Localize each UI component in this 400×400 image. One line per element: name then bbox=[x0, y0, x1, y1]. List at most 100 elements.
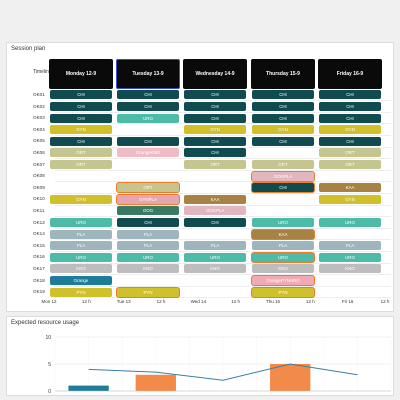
row-gridline bbox=[55, 192, 391, 194]
day-header-0[interactable]: Monday 12-9 bbox=[49, 59, 113, 89]
session-block[interactable]: URO bbox=[117, 113, 179, 123]
row-gridline bbox=[55, 216, 391, 218]
session-block[interactable]: URO bbox=[252, 217, 314, 227]
session-block[interactable]: GYN bbox=[50, 194, 112, 204]
session-block[interactable]: GYN bbox=[252, 125, 314, 135]
session-plan-panel: Session plan Timeline Monday 12-9 Tuesday… bbox=[6, 42, 394, 312]
session-block[interactable]: OOG bbox=[117, 206, 179, 216]
room-label-ok14: OK14 bbox=[33, 231, 45, 237]
session-block[interactable]: ORT bbox=[319, 148, 381, 158]
session-block[interactable]: URO bbox=[50, 217, 112, 227]
session-block[interactable]: KNO bbox=[252, 264, 314, 274]
session-block[interactable]: CHI bbox=[184, 113, 246, 123]
session-block[interactable]: URO bbox=[319, 217, 381, 227]
row-gridline bbox=[55, 262, 391, 264]
y-tick-label: 5 bbox=[48, 362, 51, 368]
session-block[interactable]: KNO bbox=[319, 264, 381, 274]
session-block[interactable]: KNO bbox=[184, 264, 246, 274]
day-header-4[interactable]: Friday 16-9 bbox=[318, 59, 382, 89]
usage-bar[interactable] bbox=[135, 374, 176, 391]
session-block[interactable]: CHI bbox=[252, 101, 314, 111]
session-block[interactable]: CHI bbox=[117, 136, 179, 146]
session-block[interactable]: PLA bbox=[117, 241, 179, 251]
session-block[interactable]: KAA bbox=[319, 183, 381, 193]
session-block[interactable]: ORT bbox=[50, 148, 112, 158]
row-gridline bbox=[55, 274, 391, 276]
session-block[interactable]: ORT bbox=[184, 159, 246, 169]
session-block[interactable]: CHI bbox=[184, 90, 246, 100]
usage-bar[interactable] bbox=[68, 385, 109, 391]
session-block[interactable]: CHI bbox=[117, 90, 179, 100]
room-label-ok17: OK17 bbox=[33, 266, 45, 271]
room-label-ok01: OK01 bbox=[33, 92, 45, 97]
axis-tick-label: Thu 15 bbox=[265, 299, 281, 304]
session-block[interactable]: GYN bbox=[50, 125, 112, 135]
session-block[interactable]: ORT bbox=[319, 159, 381, 169]
resource-usage-panel: Expected resource usage 0 5 10 bbox=[6, 316, 394, 396]
session-block[interactable]: CHI bbox=[117, 217, 179, 227]
day-header-2[interactable]: Wednesday 14-9 bbox=[183, 59, 247, 89]
day-header-1[interactable]: Tuesday 13-9 bbox=[116, 59, 180, 89]
session-block[interactable]: CHI bbox=[50, 136, 112, 146]
session-block[interactable]: PYN bbox=[252, 287, 314, 297]
session-block[interactable]: URO bbox=[117, 252, 179, 262]
session-block[interactable]: PLA bbox=[50, 241, 112, 251]
session-block[interactable]: CHI bbox=[50, 101, 112, 111]
row-gridline bbox=[55, 146, 391, 148]
session-block[interactable]: CHI bbox=[184, 101, 246, 111]
session-block[interactable]: CHI bbox=[252, 183, 314, 193]
session-block[interactable]: GYN bbox=[319, 194, 381, 204]
session-block[interactable]: PLA bbox=[319, 241, 381, 251]
room-label-ok16: OK16 bbox=[33, 254, 45, 260]
session-block[interactable]: OOGPLA bbox=[252, 171, 314, 181]
session-block[interactable]: PYN bbox=[117, 287, 179, 297]
session-block[interactable]: URO bbox=[252, 252, 314, 262]
session-block[interactable]: OrangeKNO bbox=[117, 148, 179, 158]
session-block[interactable]: CHI bbox=[184, 148, 246, 158]
session-block[interactable]: OrangePYNURO bbox=[252, 275, 314, 285]
usage-bar[interactable] bbox=[270, 364, 311, 391]
day-header-3[interactable]: Thursday 15-9 bbox=[251, 59, 315, 89]
session-block[interactable]: CHI bbox=[184, 217, 246, 227]
session-block[interactable]: PYN bbox=[50, 287, 112, 297]
session-block[interactable]: CHI bbox=[252, 90, 314, 100]
session-block[interactable]: CHI bbox=[319, 101, 381, 111]
session-block[interactable]: OOGPLA bbox=[184, 206, 246, 216]
axis-tick-label: Mon 12 bbox=[41, 299, 57, 304]
room-label-ok10: OK10 bbox=[33, 196, 45, 202]
session-block[interactable]: CHI bbox=[319, 90, 381, 100]
session-block[interactable]: ORT bbox=[117, 183, 179, 193]
session-block[interactable]: CHI bbox=[50, 90, 112, 100]
session-block[interactable]: KAA bbox=[184, 194, 246, 204]
y-tick-label: 10 bbox=[45, 335, 51, 341]
session-block[interactable]: CHI bbox=[50, 113, 112, 123]
session-block[interactable]: Orange bbox=[50, 275, 112, 285]
session-block[interactable]: PLA bbox=[184, 241, 246, 251]
session-block[interactable]: URO bbox=[319, 252, 381, 262]
session-block[interactable]: CHI bbox=[319, 113, 381, 123]
session-block[interactable]: ORT bbox=[50, 159, 112, 169]
session-block[interactable]: CHI bbox=[252, 136, 314, 146]
session-block[interactable]: CHI bbox=[319, 136, 381, 146]
session-block[interactable]: CHI bbox=[252, 113, 314, 123]
session-block[interactable]: GYNPLA bbox=[117, 194, 179, 204]
session-block[interactable]: KAA bbox=[252, 229, 314, 239]
session-block[interactable]: PLA bbox=[117, 229, 179, 239]
session-block[interactable]: KNO bbox=[117, 264, 179, 274]
axis-tick-label: 12 h bbox=[81, 299, 91, 304]
session-block[interactable]: URO bbox=[50, 252, 112, 262]
session-block[interactable]: ORT bbox=[252, 159, 314, 169]
session-block[interactable]: URO bbox=[184, 252, 246, 262]
session-block[interactable]: PLA bbox=[252, 241, 314, 251]
room-label-ok02: OK02 bbox=[33, 103, 45, 109]
session-block[interactable]: GYN bbox=[184, 125, 246, 135]
session-block[interactable]: CHI bbox=[184, 136, 246, 146]
timeline-label: Timeline bbox=[33, 69, 52, 75]
room-label-ok19: OK19 bbox=[33, 289, 45, 295]
session-plan-title: Session plan bbox=[11, 46, 46, 52]
session-block[interactable]: GYN bbox=[319, 125, 381, 135]
session-block[interactable]: PLA bbox=[50, 229, 112, 239]
row-gridline bbox=[55, 204, 391, 206]
session-block[interactable]: CHI bbox=[117, 101, 179, 111]
session-block[interactable]: KNO bbox=[50, 264, 112, 274]
